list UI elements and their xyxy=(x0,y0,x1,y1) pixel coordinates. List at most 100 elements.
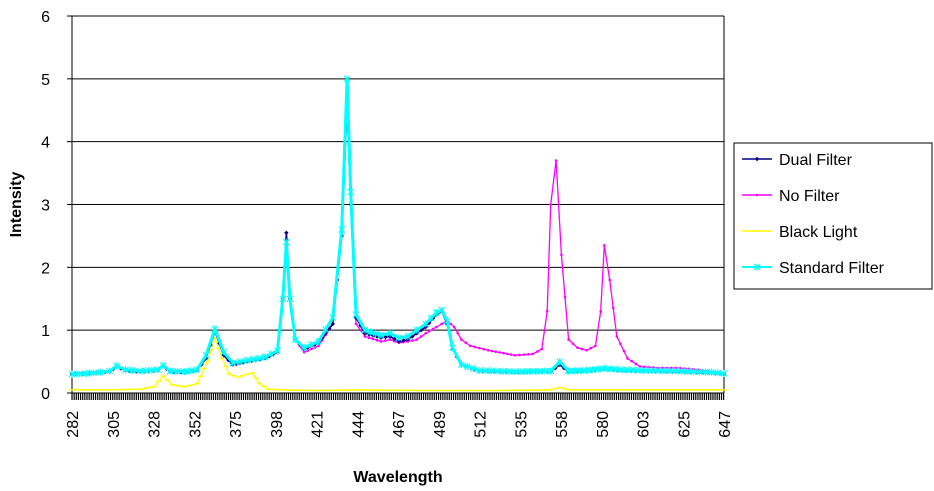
x-tick-label: 489 xyxy=(432,411,449,438)
data-point xyxy=(159,361,167,369)
data-point xyxy=(419,335,423,338)
data-point xyxy=(388,338,392,341)
data-point xyxy=(386,329,394,337)
data-point xyxy=(106,367,113,375)
data-point xyxy=(458,361,465,369)
data-point xyxy=(427,329,431,333)
x-tick-label: 603 xyxy=(636,411,653,438)
data-point xyxy=(535,367,543,375)
data-point xyxy=(589,366,596,374)
series-layer xyxy=(68,75,728,392)
legend-label: Standard Filter xyxy=(779,260,885,277)
data-point xyxy=(363,335,367,338)
data-point xyxy=(284,230,289,235)
data-point xyxy=(672,367,680,375)
data-point xyxy=(347,188,355,196)
data-point xyxy=(438,306,446,314)
data-point xyxy=(529,367,537,375)
data-point xyxy=(589,346,593,350)
data-point xyxy=(755,193,759,197)
data-point xyxy=(469,344,472,348)
data-point xyxy=(338,226,346,234)
data-point xyxy=(410,339,414,342)
data-point xyxy=(401,338,406,343)
data-point xyxy=(361,326,369,334)
data-point xyxy=(220,348,228,356)
data-point xyxy=(523,367,531,375)
data-point xyxy=(174,367,181,375)
y-tick-label: 4 xyxy=(41,135,50,152)
x-tick-label: 305 xyxy=(106,411,123,438)
data-point xyxy=(556,358,564,366)
data-point xyxy=(460,338,463,341)
data-point xyxy=(624,366,632,374)
data-point xyxy=(211,325,219,333)
data-point xyxy=(554,159,558,162)
data-point xyxy=(440,322,444,326)
data-point xyxy=(97,368,104,376)
data-point xyxy=(279,295,287,303)
x-tick-label: 444 xyxy=(350,411,367,438)
data-point xyxy=(536,350,539,353)
data-point xyxy=(449,344,456,352)
data-point xyxy=(433,309,440,317)
data-point xyxy=(202,351,210,359)
data-point xyxy=(422,320,430,328)
data-point xyxy=(181,368,188,376)
data-point xyxy=(477,346,481,350)
data-point xyxy=(754,156,760,162)
x-tick-label: 282 xyxy=(65,411,82,438)
data-point xyxy=(464,341,468,345)
data-point xyxy=(291,336,299,344)
data-point xyxy=(375,338,379,342)
x-tick-labels: 282 305 328 352 375 398 421 444 467 489 512 535 558 5… xyxy=(65,411,734,438)
x-tick-label: 512 xyxy=(473,411,490,438)
data-point xyxy=(600,364,608,372)
data-point xyxy=(720,370,728,378)
data-point xyxy=(371,337,375,341)
legend-item: No Filter xyxy=(742,188,840,205)
data-point xyxy=(379,340,383,343)
data-point xyxy=(636,366,644,374)
x-tick-label: 558 xyxy=(554,411,571,438)
y-tick-label: 5 xyxy=(41,72,50,89)
data-point xyxy=(577,367,584,375)
data-point xyxy=(678,367,686,375)
data-point xyxy=(702,368,709,376)
y-axis-title: Intensity xyxy=(8,172,25,238)
y-tick-label: 6 xyxy=(41,9,50,26)
data-point xyxy=(142,367,150,375)
data-point xyxy=(565,367,572,375)
data-point xyxy=(317,344,320,348)
data-point xyxy=(502,351,505,355)
data-point xyxy=(481,367,489,375)
x-tick-label: 398 xyxy=(269,411,286,438)
data-point xyxy=(498,351,501,354)
data-point xyxy=(82,370,90,378)
data-point xyxy=(626,357,629,360)
data-point xyxy=(493,367,501,375)
data-point xyxy=(571,367,578,375)
data-point xyxy=(634,362,638,366)
data-point xyxy=(509,353,513,356)
data-point xyxy=(540,347,544,351)
data-point xyxy=(660,367,668,375)
data-point xyxy=(154,366,162,374)
data-point xyxy=(499,367,507,375)
data-point xyxy=(599,310,603,313)
data-point xyxy=(708,368,715,376)
data-point xyxy=(638,365,642,368)
data-point xyxy=(490,349,494,353)
data-point xyxy=(696,368,703,376)
data-point xyxy=(384,339,387,342)
data-point xyxy=(359,328,362,332)
data-point xyxy=(549,203,553,206)
data-point xyxy=(494,350,498,354)
data-point xyxy=(330,321,335,327)
data-point xyxy=(255,354,263,362)
data-point xyxy=(329,314,337,322)
data-point xyxy=(463,363,471,371)
data-point xyxy=(129,366,137,374)
data-point xyxy=(545,310,549,313)
data-point xyxy=(148,366,156,374)
